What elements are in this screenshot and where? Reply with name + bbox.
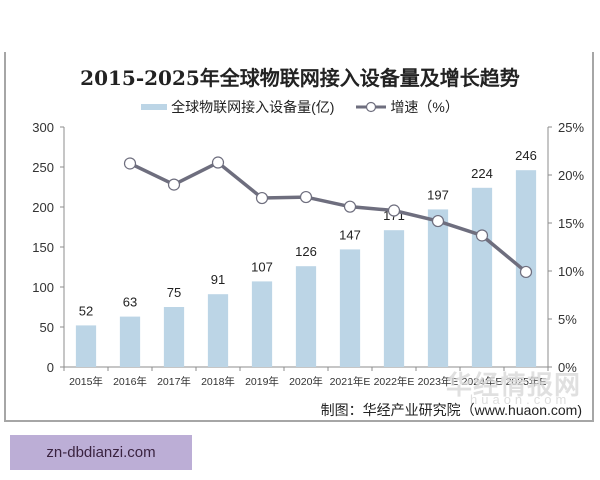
bar-value-label: 107	[251, 259, 273, 274]
x-tick-label: 2018年	[201, 375, 235, 388]
bar-value-label: 224	[471, 166, 493, 181]
right-tick-label: 5%	[558, 312, 577, 327]
watermark: 华经情报网	[446, 370, 582, 400]
left-tick-label: 200	[32, 200, 54, 215]
growth-point	[431, 214, 445, 228]
bar	[251, 281, 273, 367]
x-tick-label: 2016年	[113, 375, 147, 388]
line-marker-icon	[356, 101, 387, 113]
bar-value-label: 197	[427, 187, 449, 202]
bar-value-label: 147	[339, 227, 361, 242]
left-tick-label: 150	[32, 240, 54, 255]
bar-value-label: 52	[79, 303, 93, 318]
growth-point	[123, 157, 137, 170]
growth-point	[299, 190, 313, 204]
left-tick-label: 100	[32, 280, 54, 295]
bar	[471, 187, 493, 367]
bar	[295, 266, 317, 367]
x-tick-label: 2025年E	[506, 375, 547, 388]
bar	[75, 325, 97, 367]
growth-point	[167, 178, 181, 191]
left-tick-label: 300	[32, 120, 54, 135]
chart-title: 2015-2025年全球物联网接入设备量及增长趋势	[80, 66, 520, 90]
x-tick-label: 2024年E	[462, 375, 503, 388]
x-tick-label: 2022年E	[374, 375, 415, 388]
bar-value-label: 91	[211, 272, 225, 287]
site-badge: zn-dbdianzi.com	[10, 435, 192, 470]
x-tick-label: 2015年	[69, 375, 103, 388]
source-note: 制图：华经产业研究院（www.huaon.com)	[320, 402, 582, 418]
growth-line	[129, 160, 528, 274]
bar-value-label: 75	[167, 285, 181, 300]
legend-item-bar: 全球物联网接入设备量(亿)	[141, 97, 334, 117]
right-tick-label: 20%	[558, 168, 584, 183]
x-tick-label: 2019年	[245, 375, 279, 388]
right-tick-label: 25%	[558, 120, 584, 135]
bar-swatch-icon	[141, 104, 168, 110]
bar-value-label: 126	[295, 244, 317, 259]
legend-item-line: 增速（%）	[356, 97, 459, 117]
bar-value-label: 246	[515, 148, 537, 163]
bar	[339, 249, 361, 367]
x-tick-label: 2020年	[289, 375, 323, 388]
growth-point	[211, 156, 225, 169]
bar	[427, 209, 449, 367]
legend-line-label: 增速（%）	[390, 99, 459, 115]
bar	[207, 294, 229, 367]
left-tick-label: 50	[40, 320, 54, 335]
bar	[163, 307, 185, 367]
growth-point	[387, 204, 401, 217]
legend-bar-label: 全球物联网接入设备量(亿)	[171, 99, 335, 115]
growth-point	[255, 191, 269, 205]
bar	[383, 230, 405, 367]
watermark-sub: huaon.com	[470, 392, 571, 407]
right-tick-label: 0%	[558, 360, 577, 375]
bar-value-label: 63	[123, 295, 137, 310]
x-tick-label: 2021年E	[330, 375, 371, 388]
chart-legend: 全球物联网接入设备量(亿) 增速（%）	[0, 97, 600, 117]
right-tick-label: 10%	[558, 264, 584, 279]
growth-point	[343, 200, 357, 213]
right-tick-label: 15%	[558, 216, 584, 231]
bar	[119, 316, 141, 367]
growth-point	[475, 229, 489, 242]
left-tick-label: 250	[32, 160, 54, 175]
growth-point	[519, 265, 533, 279]
x-tick-label: 2023年E	[418, 375, 459, 388]
x-tick-label: 2017年	[157, 375, 191, 388]
left-tick-label: 0	[47, 360, 54, 375]
